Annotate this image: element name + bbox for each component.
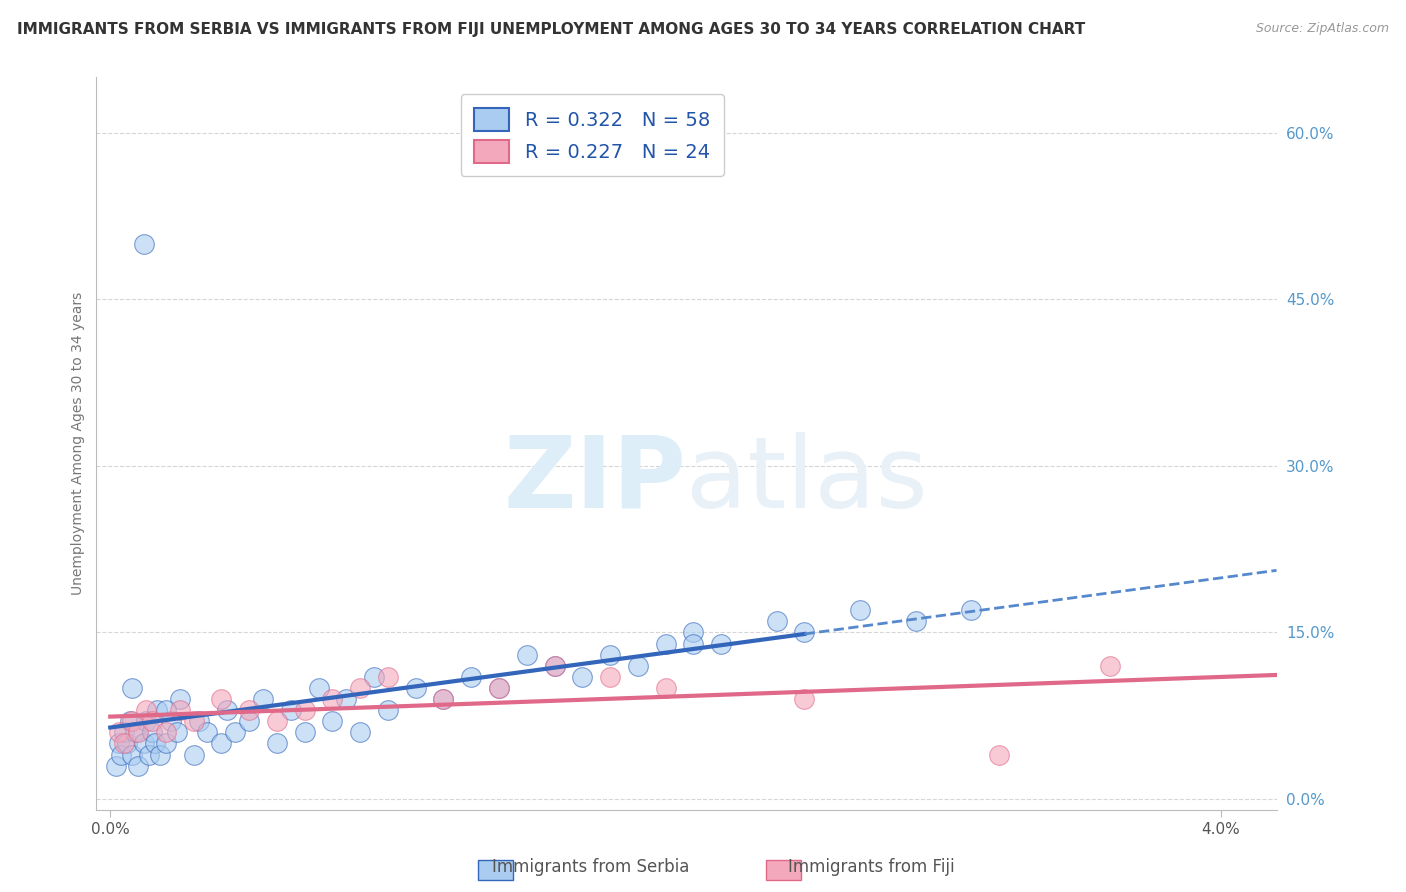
Point <box>1098 658 1121 673</box>
Point <box>121 681 143 695</box>
Text: IMMIGRANTS FROM SERBIA VS IMMIGRANTS FROM FIJI UNEMPLOYMENT AMONG AGES 30 TO 34 : IMMIGRANTS FROM SERBIA VS IMMIGRANTS FRO… <box>17 22 1085 37</box>
Point <box>488 681 510 695</box>
Text: atlas: atlas <box>686 432 928 529</box>
Point <box>118 714 141 729</box>
Point <box>169 703 191 717</box>
Point <box>104 758 127 772</box>
Point <box>155 703 177 717</box>
Point <box>135 714 157 729</box>
Point <box>849 603 872 617</box>
Point <box>377 670 399 684</box>
Point <box>141 725 163 739</box>
Point <box>765 615 787 629</box>
Point <box>987 747 1010 762</box>
Point <box>793 625 815 640</box>
Point <box>960 603 983 617</box>
Point <box>197 725 219 739</box>
Point <box>627 658 650 673</box>
Point <box>266 714 288 729</box>
Point <box>209 736 232 750</box>
Point <box>155 725 177 739</box>
Point <box>121 747 143 762</box>
Point <box>294 725 316 739</box>
Point <box>793 692 815 706</box>
Point <box>238 714 260 729</box>
Point <box>599 670 621 684</box>
Point <box>121 714 143 729</box>
Text: ZIP: ZIP <box>503 432 686 529</box>
Point <box>132 736 155 750</box>
Point <box>166 725 188 739</box>
Point <box>460 670 482 684</box>
Point <box>124 725 146 739</box>
Point <box>543 658 565 673</box>
Point <box>112 736 135 750</box>
Point <box>654 636 676 650</box>
Point <box>115 736 138 750</box>
Point <box>135 703 157 717</box>
Point <box>432 692 454 706</box>
Point <box>904 615 927 629</box>
Point <box>110 747 132 762</box>
Point <box>209 692 232 706</box>
Text: Source: ZipAtlas.com: Source: ZipAtlas.com <box>1256 22 1389 36</box>
Point <box>127 725 149 739</box>
Point <box>132 236 155 251</box>
Point <box>363 670 385 684</box>
Point <box>682 625 704 640</box>
Point <box>149 747 172 762</box>
Point <box>710 636 733 650</box>
Point <box>488 681 510 695</box>
Point <box>599 648 621 662</box>
Point <box>682 636 704 650</box>
Legend: R = 0.322   N = 58, R = 0.227   N = 24: R = 0.322 N = 58, R = 0.227 N = 24 <box>461 95 724 177</box>
Point <box>335 692 357 706</box>
Point <box>432 692 454 706</box>
Point <box>160 714 183 729</box>
Point <box>516 648 538 662</box>
Point <box>138 747 160 762</box>
Point <box>141 714 163 729</box>
Point <box>654 681 676 695</box>
Point <box>146 703 169 717</box>
Point <box>280 703 302 717</box>
Point <box>169 692 191 706</box>
Point <box>107 736 129 750</box>
Point <box>215 703 238 717</box>
Point <box>238 703 260 717</box>
Text: Immigrants from Serbia: Immigrants from Serbia <box>492 858 689 876</box>
Point <box>321 714 343 729</box>
Point <box>266 736 288 750</box>
Point <box>543 658 565 673</box>
Point <box>112 725 135 739</box>
Point <box>188 714 211 729</box>
Point <box>294 703 316 717</box>
Point <box>349 681 371 695</box>
Point <box>321 692 343 706</box>
Point <box>571 670 593 684</box>
Point <box>252 692 274 706</box>
Y-axis label: Unemployment Among Ages 30 to 34 years: Unemployment Among Ages 30 to 34 years <box>72 292 86 595</box>
Text: Immigrants from Fiji: Immigrants from Fiji <box>789 858 955 876</box>
Point <box>308 681 330 695</box>
Point <box>127 758 149 772</box>
Point <box>143 736 166 750</box>
Point <box>405 681 427 695</box>
Point <box>155 736 177 750</box>
Point <box>349 725 371 739</box>
Point <box>224 725 246 739</box>
Point <box>377 703 399 717</box>
Point <box>183 714 205 729</box>
Point <box>183 747 205 762</box>
Point <box>107 725 129 739</box>
